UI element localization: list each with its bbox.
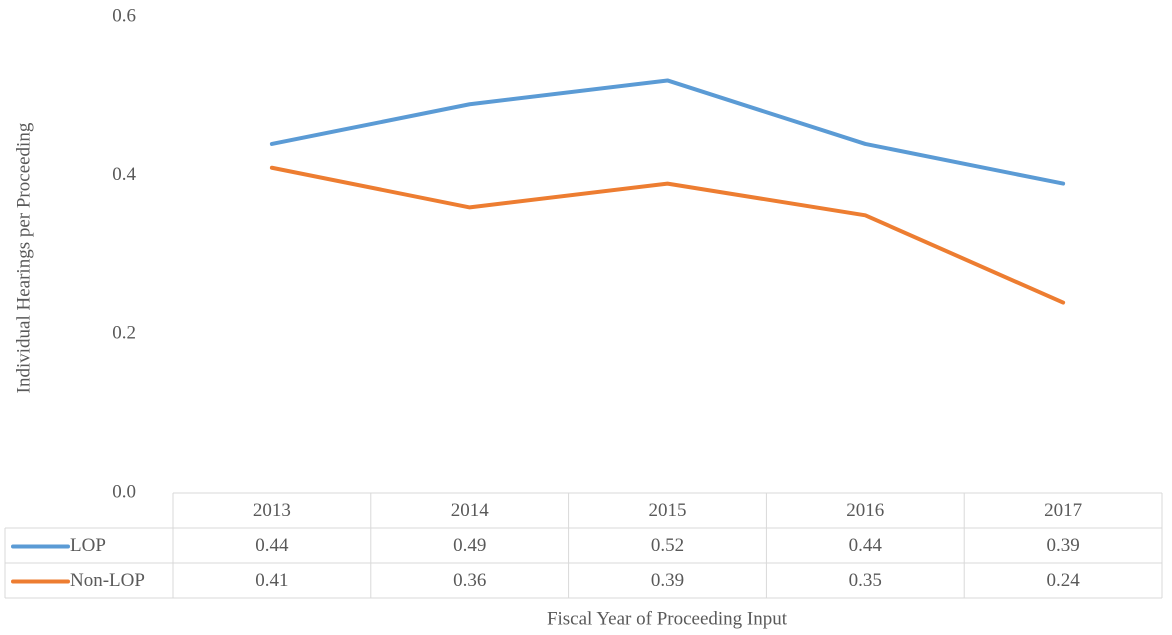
table-value: 0.44 <box>255 535 289 556</box>
table-value: 0.36 <box>453 570 486 591</box>
table-value: 0.35 <box>849 570 882 591</box>
legend-label: Non-LOP <box>70 570 145 591</box>
y-tick-label: 0.2 <box>112 323 136 344</box>
y-tick-label: 0.0 <box>112 481 136 502</box>
table-value: 0.52 <box>651 535 684 556</box>
legend-label: LOP <box>70 535 106 556</box>
table-value: 0.39 <box>651 570 684 591</box>
table-value: 0.39 <box>1046 535 1079 556</box>
series-line <box>269 78 1066 186</box>
x-tick-label: 2014 <box>451 500 490 521</box>
table-value: 0.49 <box>453 535 486 556</box>
table-value: 0.24 <box>1046 570 1080 591</box>
x-tick-label: 2013 <box>253 500 291 521</box>
x-tick-label: 2016 <box>846 500 884 521</box>
y-axis-title: Individual Hearings per Proceeding <box>13 122 34 393</box>
y-tick-label: 0.6 <box>112 5 136 26</box>
table-value: 0.41 <box>255 570 288 591</box>
y-tick-label: 0.4 <box>112 164 136 185</box>
x-axis-title: Fiscal Year of Proceeding Input <box>547 608 788 629</box>
series-line <box>269 165 1066 305</box>
x-tick-label: 2017 <box>1044 500 1082 521</box>
x-tick-label: 2015 <box>649 500 687 521</box>
table-value: 0.44 <box>849 535 883 556</box>
